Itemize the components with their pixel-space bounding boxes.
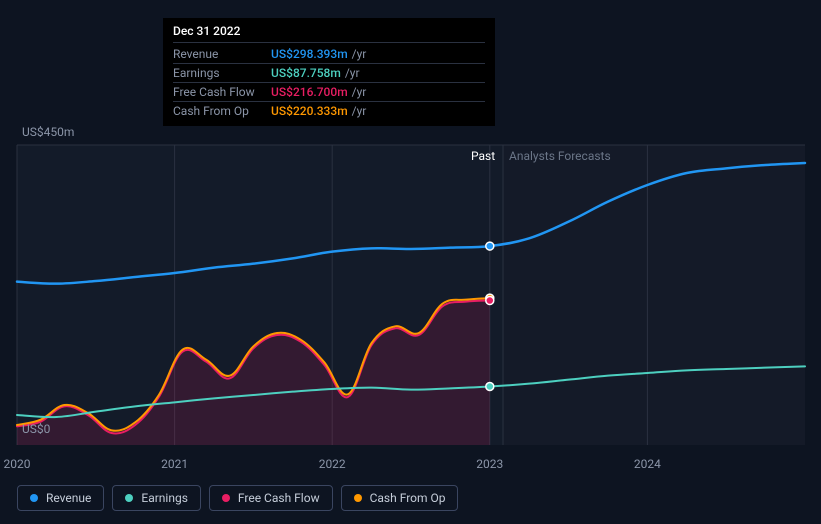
tooltip-row-unit: /yr xyxy=(352,104,367,118)
tooltip-row-label: Cash From Op xyxy=(173,104,271,118)
tooltip-row-unit: /yr xyxy=(352,47,367,61)
tooltip-row: Cash From OpUS$220.333m/yr xyxy=(173,102,485,120)
tooltip-row-value: US$298.393m xyxy=(271,47,348,61)
x-axis-label: 2022 xyxy=(319,457,346,471)
tooltip-row: RevenueUS$298.393m/yr xyxy=(173,45,485,64)
tooltip-row: EarningsUS$87.758m/yr xyxy=(173,64,485,83)
tooltip-row-value: US$87.758m xyxy=(271,66,341,80)
tooltip-row-unit: /yr xyxy=(345,66,360,80)
financial-chart: Dec 31 2022 RevenueUS$298.393m/yrEarning… xyxy=(0,0,821,524)
legend-item-label: Earnings xyxy=(141,491,188,505)
legend-item[interactable]: Revenue xyxy=(17,485,104,511)
legend-dot xyxy=(222,494,230,502)
chart-legend: Revenue Earnings Free Cash Flow Cash From O… xyxy=(17,485,458,511)
tooltip-title: Dec 31 2022 xyxy=(173,24,485,43)
legend-item-label: Revenue xyxy=(46,491,91,505)
x-axis-label: 2024 xyxy=(634,457,661,471)
tooltip-row-label: Free Cash Flow xyxy=(173,85,271,99)
past-region-label: Past xyxy=(471,149,495,163)
tooltip-row-value: US$220.333m xyxy=(271,104,348,118)
legend-dot xyxy=(30,494,38,502)
legend-item-label: Free Cash Flow xyxy=(238,491,320,505)
legend-item[interactable]: Cash From Op xyxy=(341,485,459,511)
x-axis-label: 2023 xyxy=(476,457,503,471)
tooltip-row-label: Earnings xyxy=(173,66,271,80)
y-axis-label: US$0 xyxy=(22,422,50,436)
legend-dot xyxy=(125,494,133,502)
x-axis-label: 2020 xyxy=(4,457,31,471)
chart-tooltip: Dec 31 2022 RevenueUS$298.393m/yrEarning… xyxy=(163,18,495,126)
tooltip-row-value: US$216.700m xyxy=(271,85,348,99)
x-axis-label: 2021 xyxy=(161,457,188,471)
tooltip-row: Free Cash FlowUS$216.700m/yr xyxy=(173,83,485,102)
legend-item-label: Cash From Op xyxy=(370,491,446,505)
legend-item[interactable]: Free Cash Flow xyxy=(209,485,333,511)
y-axis-label: US$450m xyxy=(22,125,74,139)
forecast-region-label: Analysts Forecasts xyxy=(509,149,611,163)
legend-dot xyxy=(354,494,362,502)
legend-item[interactable]: Earnings xyxy=(112,485,201,511)
tooltip-row-label: Revenue xyxy=(173,47,271,61)
tooltip-row-unit: /yr xyxy=(352,85,367,99)
